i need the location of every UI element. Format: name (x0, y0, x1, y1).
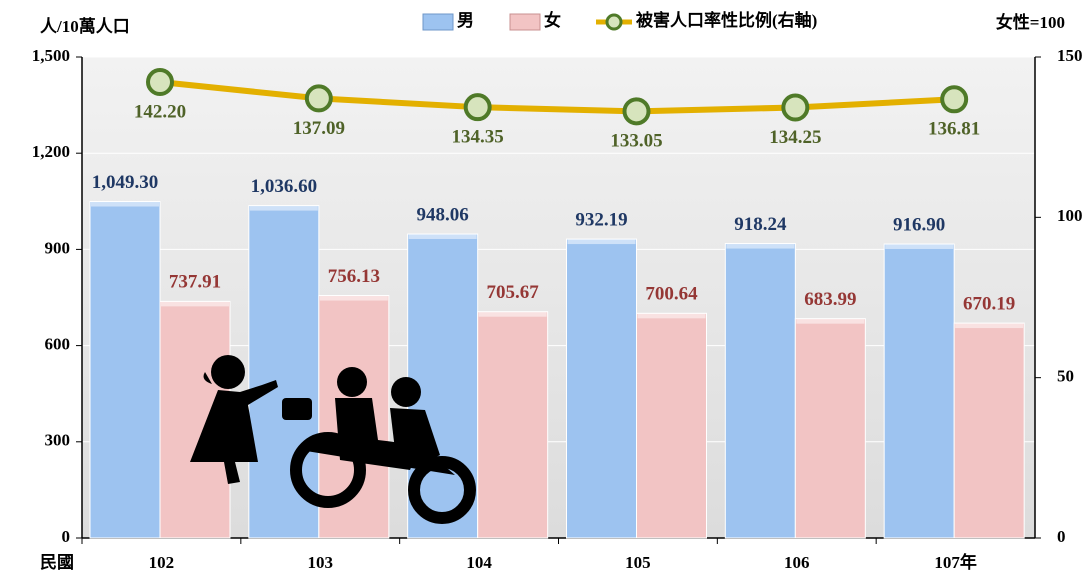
bar (89, 201, 161, 539)
value-label: 705.67 (487, 282, 540, 303)
bar (724, 243, 796, 539)
bar (636, 312, 707, 539)
legend: 男 女 被害人口率性比例(右軸) (422, 10, 817, 31)
x-axis-label: 民國 (40, 553, 74, 572)
bar (566, 238, 637, 539)
bar-highlight (408, 233, 477, 239)
bar-highlight (796, 318, 865, 324)
value-label: 932.19 (575, 209, 627, 230)
legend-marker (605, 13, 623, 31)
bar (794, 318, 866, 539)
bar-highlight (885, 243, 954, 249)
x-tick-label: 107年 (934, 552, 977, 572)
value-label: 948.06 (417, 204, 469, 225)
value-label: 136.81 (928, 119, 980, 140)
value-label: 1,049.30 (92, 172, 159, 193)
bar-highlight (637, 313, 706, 319)
value-label: 137.09 (293, 118, 345, 139)
bar (477, 311, 549, 539)
bar-highlight (567, 239, 636, 245)
bar-highlight (249, 205, 318, 211)
y-axis-label: 人/10萬人口 (40, 16, 130, 36)
y2-tick-label: 100 (1057, 206, 1083, 225)
value-label: 1,036.60 (251, 176, 318, 197)
legend-swatch (509, 13, 541, 31)
value-label: 134.35 (452, 127, 504, 148)
x-tick-label: 103 (308, 553, 334, 572)
y-tick-label: 300 (45, 431, 71, 450)
bar-highlight (161, 301, 229, 307)
y2-axis-label: 女性=100 (996, 12, 1065, 32)
illustration (190, 355, 476, 524)
bar-highlight (955, 323, 1024, 329)
line-marker (781, 93, 810, 122)
bar (953, 322, 1025, 539)
y-tick-label: 0 (62, 527, 71, 546)
line-marker (304, 84, 333, 113)
x-tick-label: 105 (625, 553, 651, 572)
line-marker (622, 97, 651, 126)
bar-highlight (91, 201, 159, 207)
legend-label: 被害人口率性比例(右軸) (636, 10, 817, 30)
bar-highlight (726, 243, 795, 249)
value-label: 134.25 (769, 127, 821, 148)
legend-label: 女 (544, 10, 561, 30)
x-tick-label: 102 (149, 553, 175, 572)
y-tick-label: 600 (45, 335, 71, 354)
line-marker (146, 68, 174, 97)
line (159, 79, 955, 115)
value-label: 670.19 (963, 293, 1015, 314)
marks: 0 300 600 900 1,200 1,500 0 50 100 150 102 103 104 10… (32, 46, 1083, 572)
x-tick-label: 106 (784, 553, 810, 572)
y-tick-label: 1,500 (32, 46, 70, 65)
y2-tick-label: 150 (1057, 46, 1083, 65)
legend-swatch (422, 13, 454, 31)
value-label: 133.05 (610, 131, 662, 152)
bar (883, 243, 955, 539)
x-tick-label: 104 (466, 553, 492, 572)
y-tick-label: 900 (45, 238, 71, 257)
y2-tick-label: 0 (1057, 527, 1066, 546)
legend-label: 男 (457, 11, 474, 30)
line-marker (463, 93, 492, 122)
value-label: 737.91 (169, 272, 221, 293)
line-marker (940, 85, 969, 114)
value-label: 142.20 (134, 101, 186, 122)
value-label: 700.64 (645, 284, 698, 305)
value-label: 916.90 (893, 214, 945, 235)
bar-highlight (478, 311, 547, 317)
bar-highlight (319, 295, 388, 301)
y2-tick-label: 50 (1057, 367, 1074, 386)
value-label: 683.99 (804, 289, 856, 310)
value-label: 918.24 (734, 214, 787, 235)
y-tick-label: 1,200 (32, 142, 70, 161)
value-label: 756.13 (328, 266, 380, 287)
